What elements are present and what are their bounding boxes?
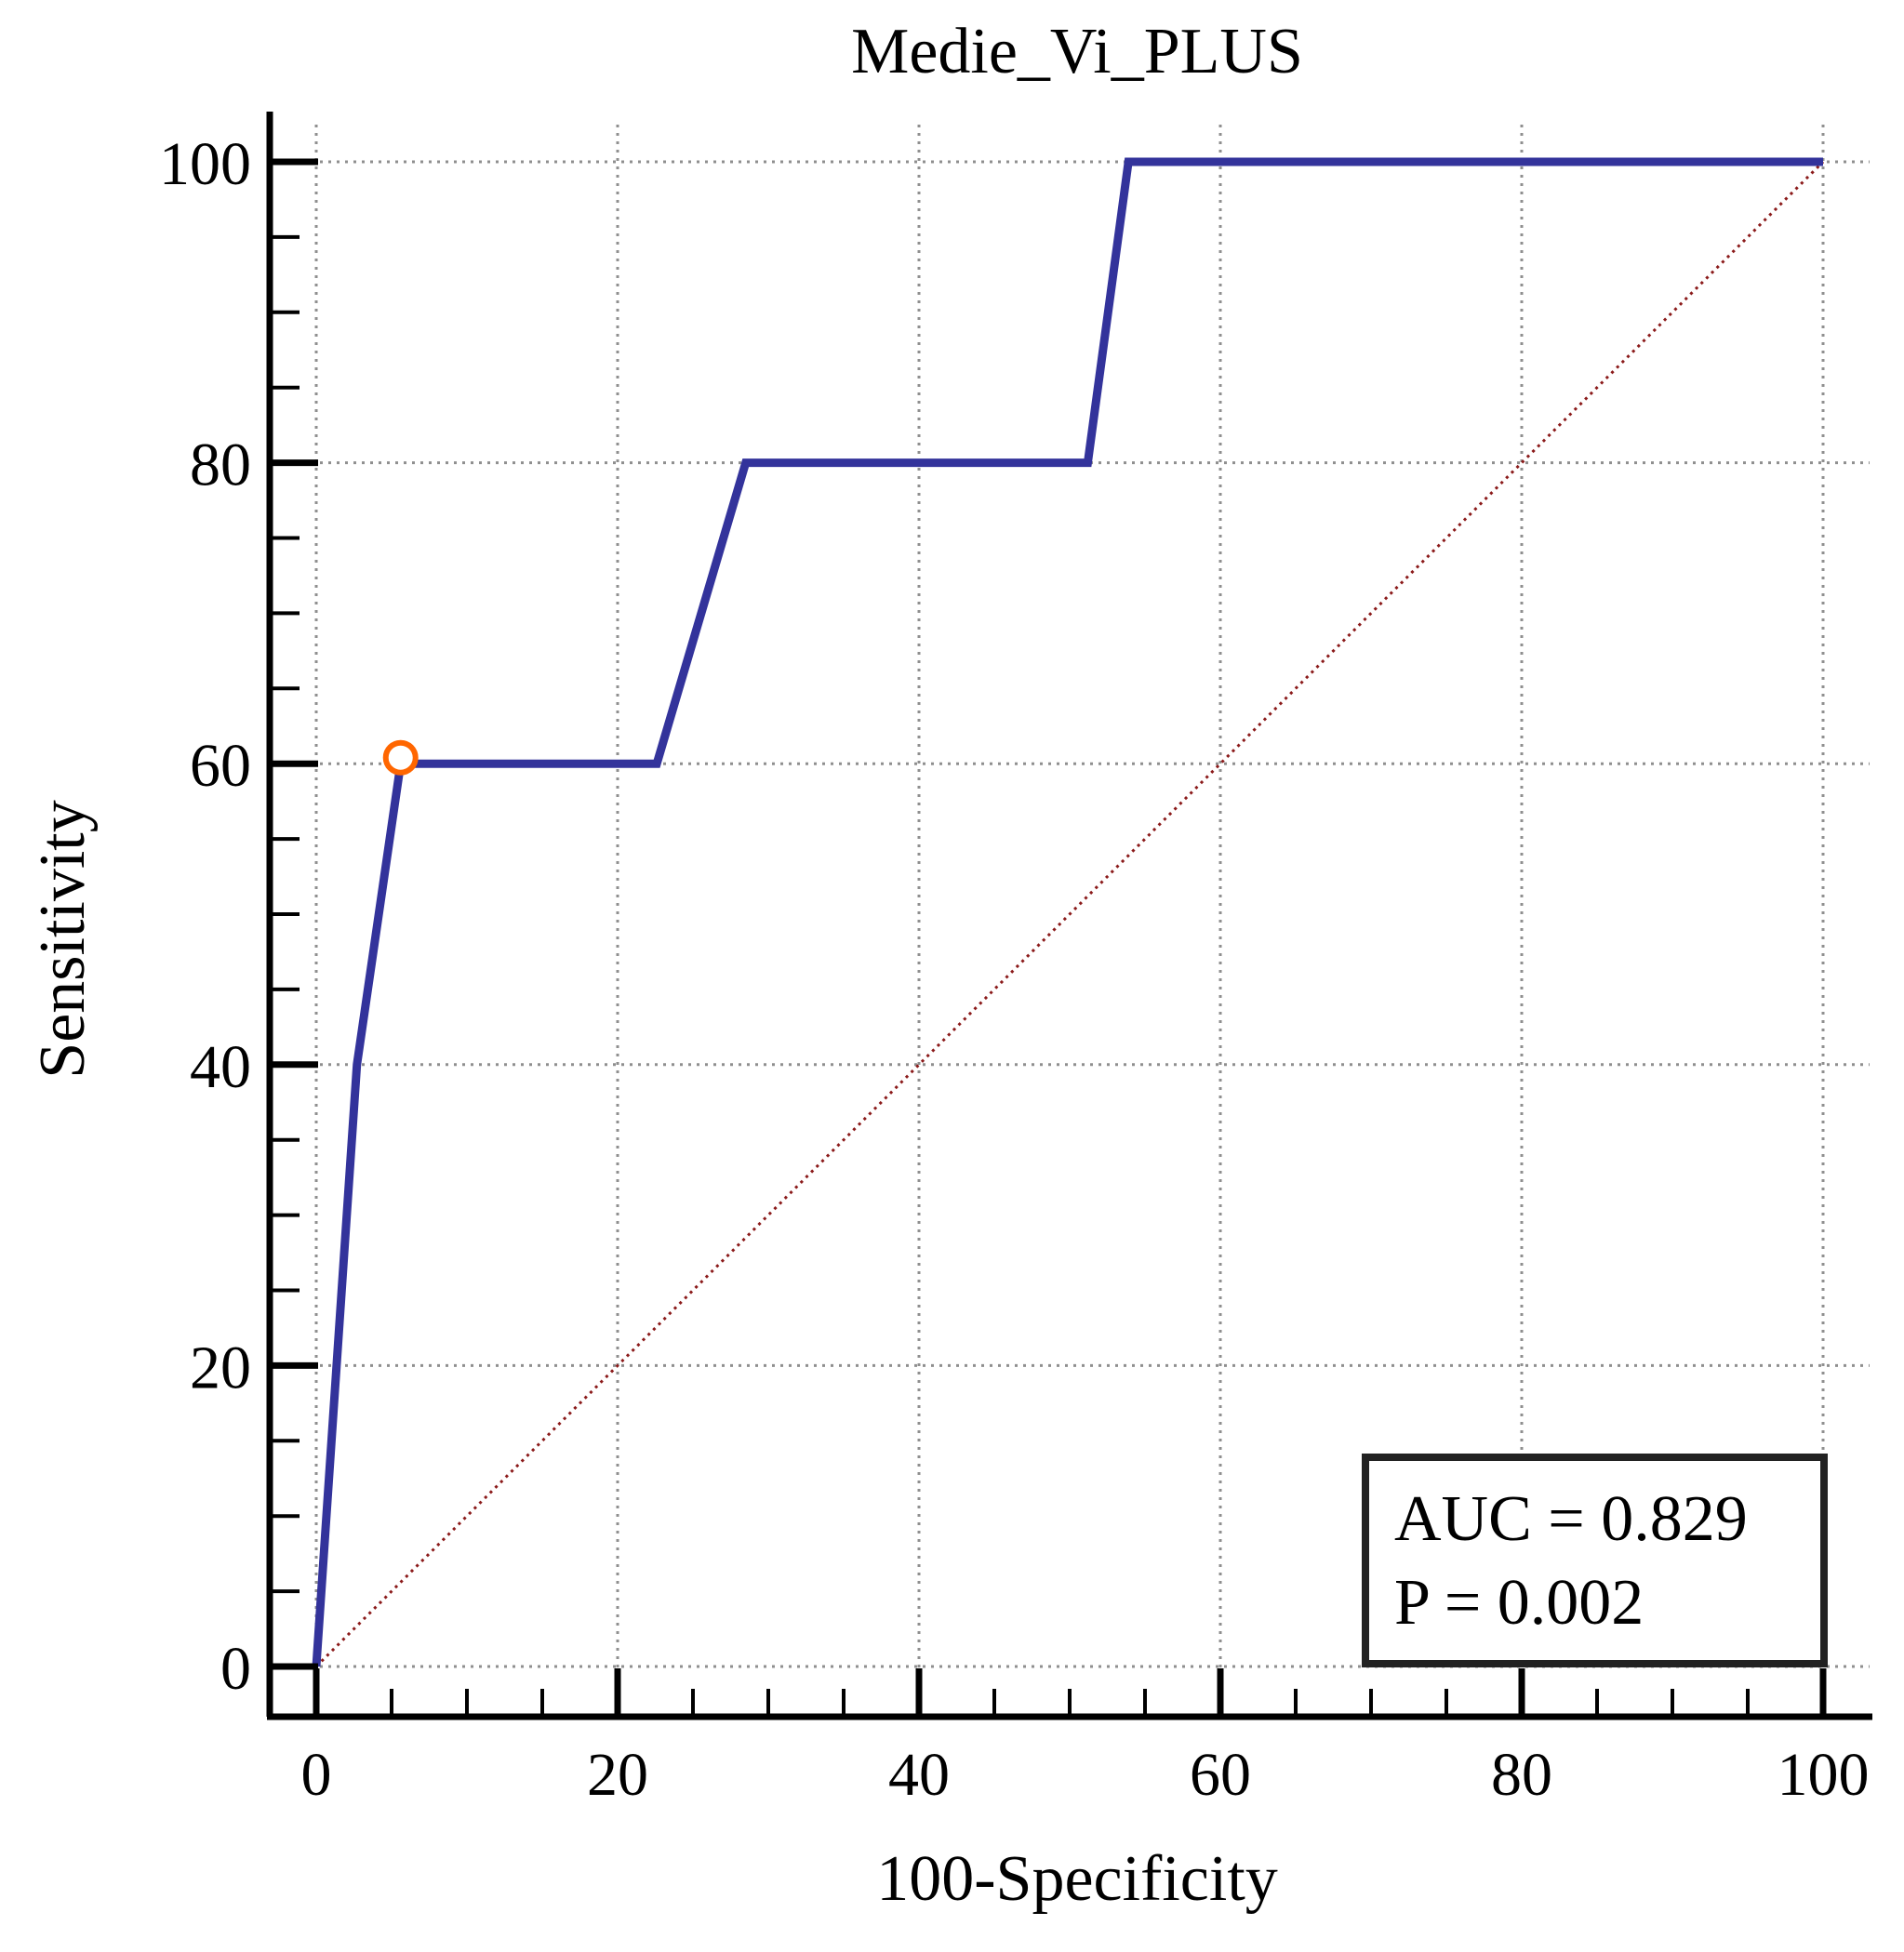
x-tick-label: 60 <box>1190 1741 1251 1809</box>
optimal-cutoff-marker <box>382 739 419 776</box>
y-tick-label: 20 <box>190 1334 251 1401</box>
reference-diagonal-line <box>314 160 1825 1668</box>
y-tick-label: 0 <box>220 1635 251 1703</box>
auc-annotation: AUC = 0.829 <box>1394 1483 1748 1555</box>
legend-frame <box>1362 1454 1828 1667</box>
y-tick-label: 100 <box>159 130 251 198</box>
roc-curve-line <box>312 157 1823 1667</box>
y-tick-label: 40 <box>190 1033 251 1101</box>
p-value-annotation: P = 0.002 <box>1394 1567 1644 1639</box>
y-axis-label: Sensitivity <box>27 800 99 1078</box>
axes <box>266 112 1872 1720</box>
y-tick-labels: 0 20 40 60 80 100 <box>159 130 251 1703</box>
x-tick-label: 100 <box>1778 1741 1870 1809</box>
x-tick-labels: 0 20 40 60 80 100 <box>301 1741 1870 1809</box>
x-tick-label: 0 <box>301 1741 332 1809</box>
y-tick-label: 80 <box>190 432 251 499</box>
chart-title: Medie_Vi_PLUS <box>851 16 1303 87</box>
stats-legend-box: AUC = 0.829 P = 0.002 <box>1362 1454 1828 1667</box>
x-tick-label: 40 <box>888 1741 950 1809</box>
x-tick-label: 80 <box>1491 1741 1552 1809</box>
y-tick-label: 60 <box>190 732 251 800</box>
x-axis-label: 100-Specificity <box>876 1843 1278 1915</box>
x-tick-label: 20 <box>587 1741 648 1809</box>
